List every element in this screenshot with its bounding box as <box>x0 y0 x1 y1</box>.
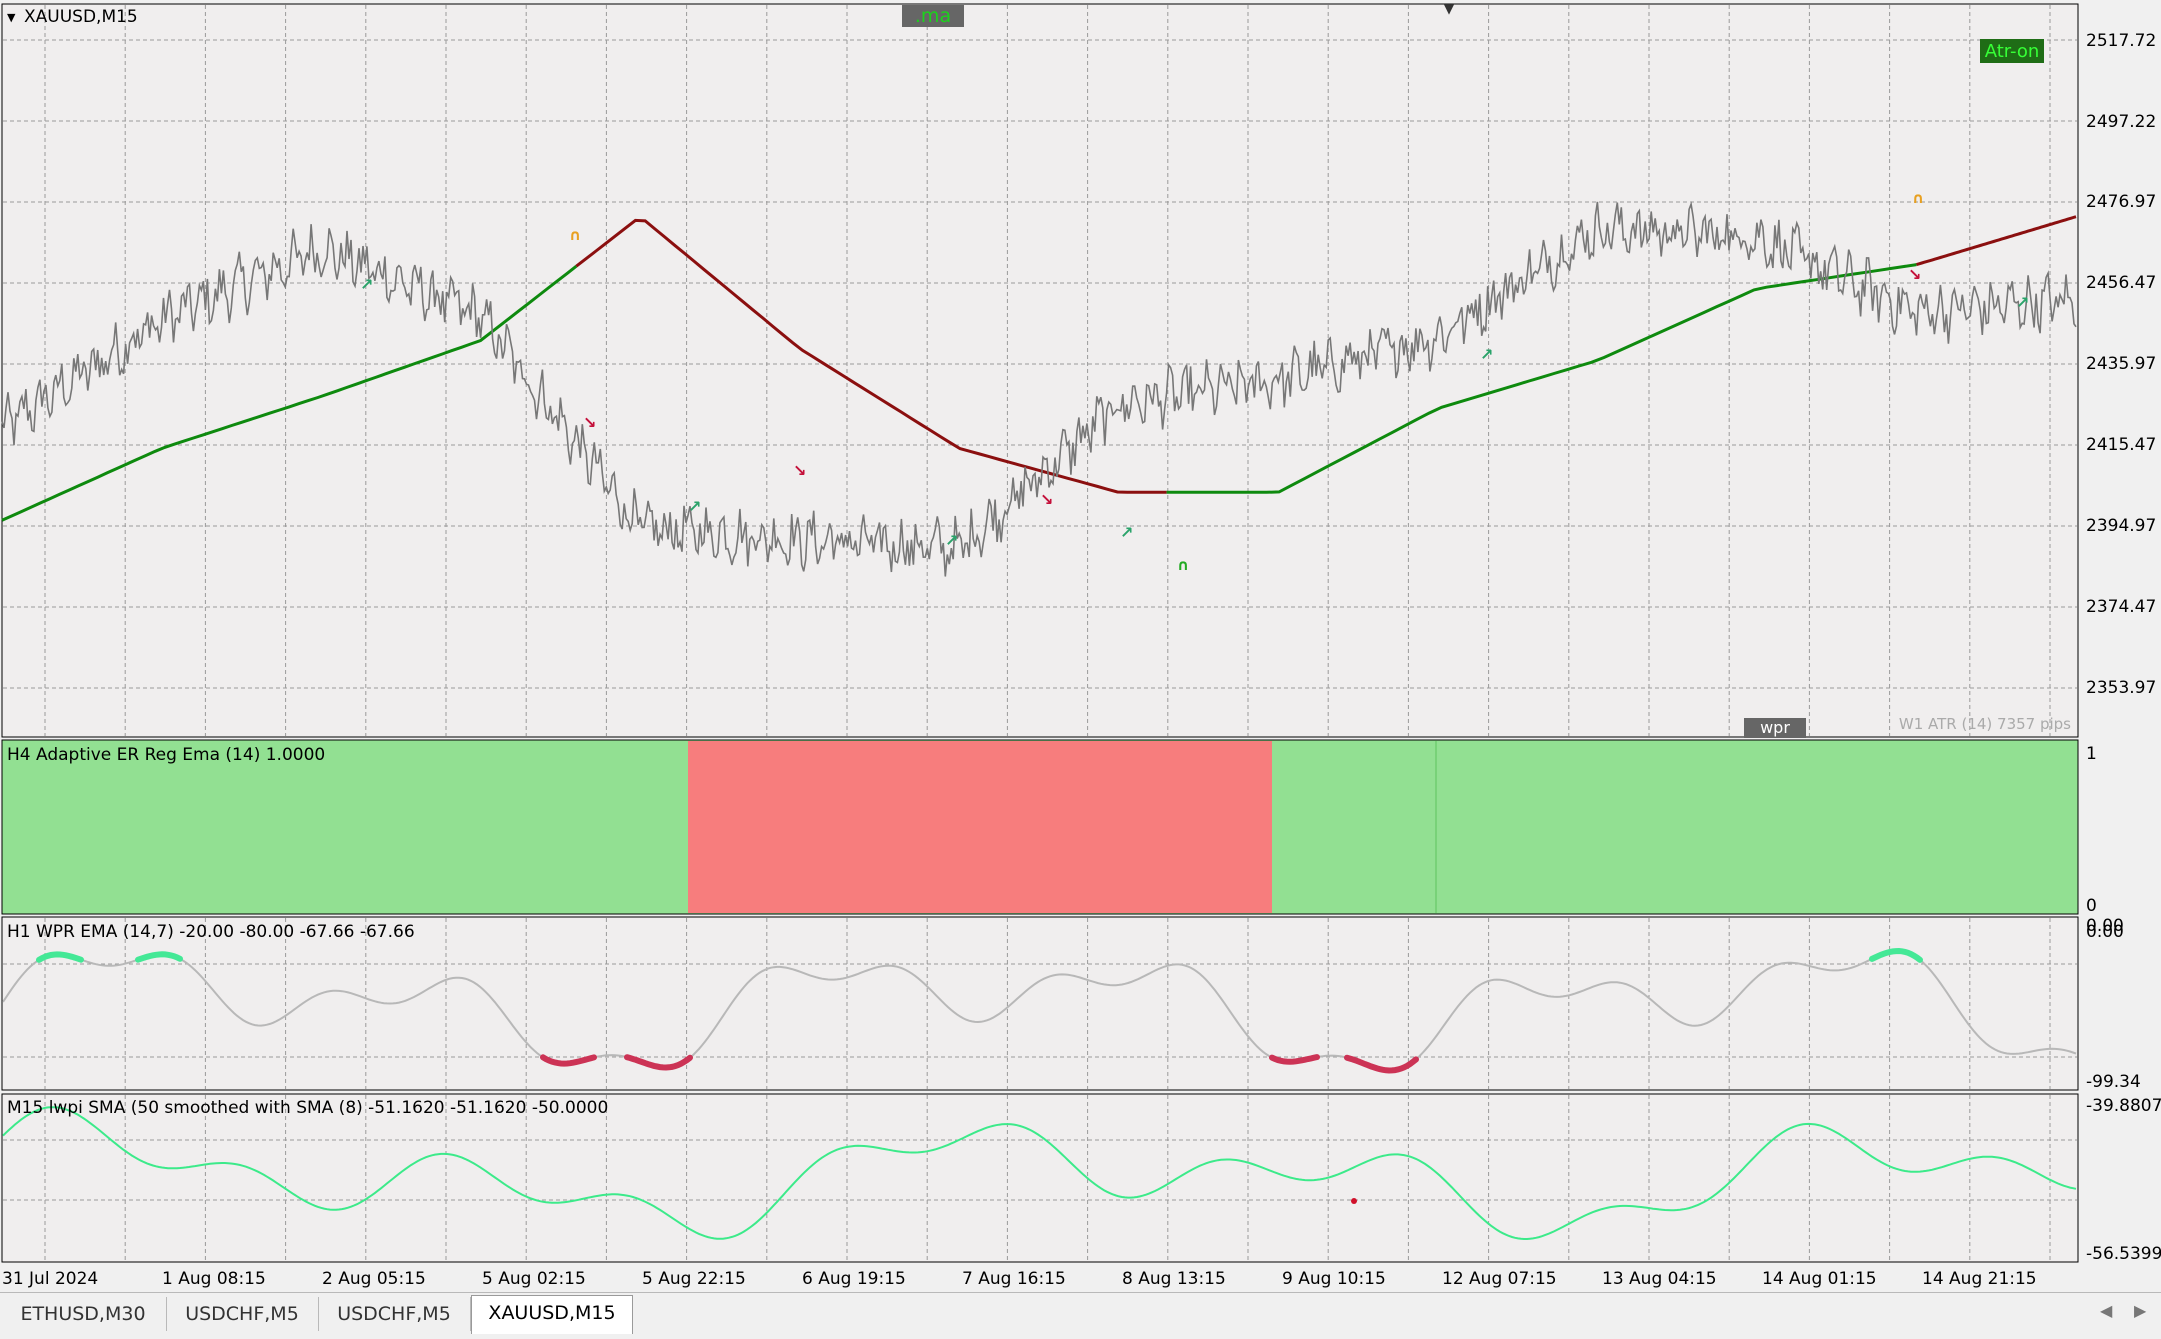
price-line <box>1 201 2077 577</box>
atr-badge-bg <box>1980 39 2044 63</box>
wpr-overbought-segments <box>36 947 1923 963</box>
buy-arrow-icon: ↗ <box>1480 345 1493 364</box>
price-axis: 2517.72 2497.22 2476.97 2456.47 2435.97 … <box>2086 31 2156 698</box>
lwpi-panel[interactable] <box>1 1093 2079 1263</box>
tab-usdchf-m5[interactable]: USDCHF,M5 <box>318 1297 471 1331</box>
price-tick: 2415.47 <box>2086 435 2156 455</box>
lwpi-panel-title: M15 lwpi SMA (50 smoothed with SMA (8) -… <box>7 1098 608 1118</box>
buy-arrow-icon: ↗ <box>360 275 373 294</box>
price-tick: 2374.47 <box>2086 597 2156 617</box>
time-tick: 1 Aug 08:15 <box>162 1269 266 1289</box>
buy-arrow-icon: ↗ <box>945 531 958 550</box>
price-tick: 2517.72 <box>2086 31 2156 51</box>
wpr-segment <box>1269 1054 1320 1065</box>
lwpi-line <box>2 1106 2077 1240</box>
price-tick: 2456.47 <box>2086 273 2156 293</box>
tab-ethusd-m30[interactable]: ETHUSD,M30 <box>0 1297 167 1331</box>
sell-arrow-icon: ↘ <box>793 461 806 480</box>
ma-line-up <box>1166 263 1917 494</box>
price-tick: 2394.97 <box>2086 516 2156 536</box>
wpr-segment <box>36 951 84 963</box>
price-panel[interactable] <box>1 3 2079 738</box>
atr-badge[interactable]: Atr-on <box>1985 41 2040 62</box>
sell-arrow-icon: ↘ <box>1908 265 1921 284</box>
time-tick: 31 Jul 2024 <box>2 1269 98 1289</box>
tab-xauusd-m15[interactable]: XAUUSD,M15 <box>471 1295 633 1334</box>
er-axis-top: 1 <box>2086 744 2097 764</box>
wpr-badge[interactable]: wpr <box>1760 718 1790 737</box>
ma-line-down <box>1916 215 2077 267</box>
wpr-line <box>2 949 2077 1072</box>
time-tick: 13 Aug 04:15 <box>1602 1269 1717 1289</box>
wpr-oversold-segments <box>540 1054 1419 1074</box>
tab-usdchf-m5[interactable]: USDCHF,M5 <box>166 1297 319 1331</box>
price-tick: 2476.97 <box>2086 192 2156 212</box>
wpr-segment <box>1869 947 1923 963</box>
wpr-axis-top: 0.00 <box>2086 922 2124 942</box>
atr-info: W1 ATR (14) 7357 pips <box>1899 715 2071 733</box>
time-axis: 31 Jul 2024 1 Aug 08:15 2 Aug 05:15 5 Au… <box>2 1269 2037 1289</box>
wpr-panel[interactable] <box>1 916 2079 1091</box>
er-axis-bottom: 0 <box>2086 896 2097 916</box>
shift-marker-icon[interactable]: ▼ <box>1444 2 1454 17</box>
ma-line-down <box>575 218 1167 494</box>
chart-title: XAUUSD,M15 <box>24 7 138 27</box>
wpr-grid <box>3 918 2077 1089</box>
time-tick: 12 Aug 07:15 <box>1442 1269 1557 1289</box>
time-tick: 14 Aug 01:15 <box>1762 1269 1877 1289</box>
time-tick: 2 Aug 05:15 <box>322 1269 426 1289</box>
wpr-segment <box>135 951 183 963</box>
signal-arrows: ↗ ↗ ↗ ↗ ↗ ↗ ↘ ↘ ↘ ↘ ∩ ∩ ∩ <box>360 189 2029 574</box>
price-grid <box>3 5 2077 736</box>
sell-arrow-icon: ↘ <box>1040 490 1053 509</box>
chart-collapse-icon[interactable]: ▼ <box>7 11 16 24</box>
ma-badge[interactable]: .ma <box>915 5 951 27</box>
time-tick: 9 Aug 10:15 <box>1282 1269 1386 1289</box>
ma-badge-bg <box>902 5 964 27</box>
wpr-segment <box>624 1054 693 1071</box>
sell-arrow-icon: ↘ <box>583 413 596 432</box>
buy-arrow-icon: ↗ <box>1120 523 1133 542</box>
lwpi-axis-bottom: -56.5399 <box>2086 1244 2161 1264</box>
price-tick: 2353.97 <box>2086 678 2156 698</box>
wpr-segment <box>540 1054 597 1067</box>
cross-marker-icon: ∩ <box>569 226 581 244</box>
wpr-axis-top: 0.00 <box>2086 916 2124 936</box>
time-tick: 5 Aug 22:15 <box>642 1269 746 1289</box>
price-tick: 2435.97 <box>2086 354 2156 374</box>
cross-marker-icon: ∩ <box>1912 189 1924 207</box>
time-tick: 7 Aug 16:15 <box>962 1269 1066 1289</box>
lwpi-axis-top: -39.8807 <box>2086 1096 2161 1116</box>
time-tick: 5 Aug 02:15 <box>482 1269 586 1289</box>
tab-scroll-left-icon[interactable]: ◀ <box>2100 1301 2113 1320</box>
er-down-zone <box>688 741 1272 913</box>
er-panel-title: H4 Adaptive ER Reg Ema (14) 1.0000 <box>7 745 325 765</box>
cross-marker-icon: ∩ <box>1177 556 1189 574</box>
time-tick: 6 Aug 19:15 <box>802 1269 906 1289</box>
wpr-axis-bottom: -99.34 <box>2086 1072 2141 1092</box>
buy-arrow-icon: ↗ <box>2016 293 2029 312</box>
wpr-badge-bg <box>1744 718 1806 738</box>
lwpi-grid <box>3 1095 2077 1261</box>
price-tick: 2497.22 <box>2086 112 2156 132</box>
chart-tabs: ETHUSD,M30 USDCHF,M5 USDCHF,M5 XAUUSD,M1… <box>0 1292 2161 1339</box>
time-tick: 8 Aug 13:15 <box>1122 1269 1226 1289</box>
lwpi-dot <box>1351 1198 1357 1204</box>
buy-arrow-icon: ↗ <box>688 497 701 516</box>
ma-line-up <box>1 265 578 522</box>
wpr-panel-title: H1 WPR EMA (14,7) -20.00 -80.00 -67.66 -… <box>7 922 415 942</box>
tab-scroll-right-icon[interactable]: ▶ <box>2134 1301 2147 1320</box>
wpr-segment <box>1344 1054 1419 1074</box>
time-tick: 14 Aug 21:15 <box>1922 1269 2037 1289</box>
